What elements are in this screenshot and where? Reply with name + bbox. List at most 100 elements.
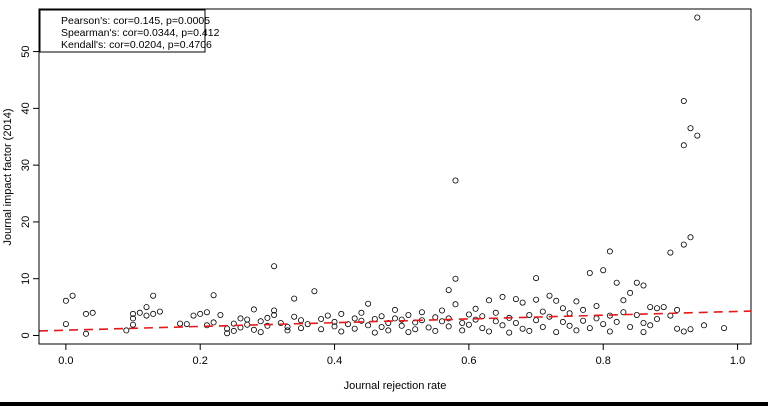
data-point bbox=[687, 234, 694, 241]
data-point bbox=[412, 326, 419, 333]
data-point bbox=[519, 325, 526, 332]
y-tick-label: 0 bbox=[20, 332, 32, 338]
y-tick-label: 50 bbox=[20, 45, 32, 57]
data-point bbox=[210, 292, 217, 299]
data-point bbox=[62, 321, 69, 328]
data-point bbox=[264, 314, 271, 321]
data-point bbox=[445, 315, 452, 322]
data-point bbox=[129, 310, 136, 317]
data-point bbox=[291, 295, 298, 302]
data-point bbox=[452, 301, 459, 308]
data-point bbox=[680, 142, 687, 149]
data-point bbox=[465, 311, 472, 318]
data-point bbox=[425, 324, 432, 331]
data-point bbox=[472, 305, 479, 312]
y-tick-label: 10 bbox=[20, 273, 32, 285]
data-point bbox=[647, 304, 654, 311]
data-point bbox=[203, 309, 210, 316]
x-tick-label: 1.0 bbox=[730, 355, 745, 367]
data-point bbox=[506, 329, 513, 336]
data-point bbox=[365, 322, 372, 329]
data-point bbox=[338, 328, 345, 335]
data-point bbox=[445, 323, 452, 330]
data-point bbox=[533, 275, 540, 282]
data-point bbox=[586, 325, 593, 332]
data-point bbox=[385, 327, 392, 334]
data-point bbox=[129, 321, 136, 328]
data-point bbox=[512, 296, 519, 303]
x-axis-label: Journal rejection rate bbox=[344, 380, 447, 392]
data-point bbox=[378, 323, 385, 330]
data-point bbox=[324, 312, 331, 319]
data-point bbox=[647, 322, 654, 329]
data-point bbox=[479, 325, 486, 332]
y-axis: 0 10 20 30 40 50 bbox=[20, 45, 40, 339]
legend-box bbox=[39, 9, 206, 53]
y-tick-label: 20 bbox=[20, 216, 32, 228]
data-point bbox=[680, 98, 687, 105]
data-point bbox=[183, 321, 190, 328]
data-point bbox=[83, 330, 90, 337]
data-point bbox=[546, 292, 553, 299]
data-point bbox=[150, 310, 157, 317]
data-point bbox=[69, 292, 76, 299]
data-point bbox=[264, 322, 271, 329]
data-point bbox=[526, 311, 533, 318]
data-point bbox=[378, 313, 385, 320]
data-point bbox=[405, 329, 412, 336]
data-point bbox=[627, 289, 634, 296]
data-point bbox=[640, 282, 647, 289]
data-point bbox=[351, 325, 358, 332]
data-point bbox=[654, 305, 661, 312]
data-point bbox=[492, 309, 499, 316]
data-point bbox=[580, 317, 587, 324]
data-point bbox=[687, 326, 694, 333]
y-tick-label: 30 bbox=[20, 159, 32, 171]
data-point bbox=[271, 307, 278, 314]
data-point bbox=[150, 292, 157, 299]
data-point bbox=[318, 315, 325, 322]
data-point bbox=[210, 319, 217, 326]
x-axis: 0.0 0.2 0.4 0.6 0.8 1.0 bbox=[58, 343, 745, 367]
data-point bbox=[533, 296, 540, 303]
data-point bbox=[465, 321, 472, 328]
scatter-points bbox=[62, 14, 728, 337]
data-point bbox=[640, 319, 647, 326]
data-point bbox=[613, 318, 620, 325]
data-point bbox=[566, 322, 573, 329]
data-point bbox=[559, 305, 566, 312]
data-point bbox=[654, 315, 661, 322]
data-point bbox=[559, 318, 566, 325]
x-tick-label: 0.6 bbox=[461, 355, 476, 367]
y-tick-label: 40 bbox=[20, 102, 32, 114]
data-point bbox=[129, 315, 136, 322]
data-point bbox=[438, 318, 445, 325]
data-point bbox=[432, 327, 439, 334]
data-point bbox=[250, 306, 257, 313]
data-point bbox=[606, 248, 613, 255]
data-point bbox=[89, 309, 96, 316]
legend-pearson: Pearson's: cor=0.145, p=0.0005 bbox=[61, 15, 210, 27]
data-point bbox=[250, 326, 257, 333]
data-point bbox=[190, 312, 197, 319]
data-point bbox=[633, 311, 640, 318]
data-point bbox=[687, 125, 694, 132]
data-point bbox=[291, 313, 298, 320]
data-point bbox=[217, 311, 224, 318]
data-point bbox=[539, 323, 546, 330]
data-point bbox=[694, 14, 701, 21]
data-point bbox=[573, 327, 580, 334]
data-point bbox=[660, 304, 667, 311]
data-point bbox=[452, 177, 459, 184]
data-point bbox=[203, 322, 210, 329]
data-point bbox=[499, 293, 506, 300]
data-point bbox=[391, 315, 398, 322]
data-point bbox=[553, 329, 560, 336]
data-point bbox=[143, 312, 150, 319]
data-point bbox=[472, 316, 479, 323]
data-point bbox=[358, 317, 365, 324]
data-point bbox=[177, 320, 184, 327]
x-tick-label: 0.0 bbox=[58, 355, 73, 367]
x-tick-label: 0.8 bbox=[596, 355, 611, 367]
